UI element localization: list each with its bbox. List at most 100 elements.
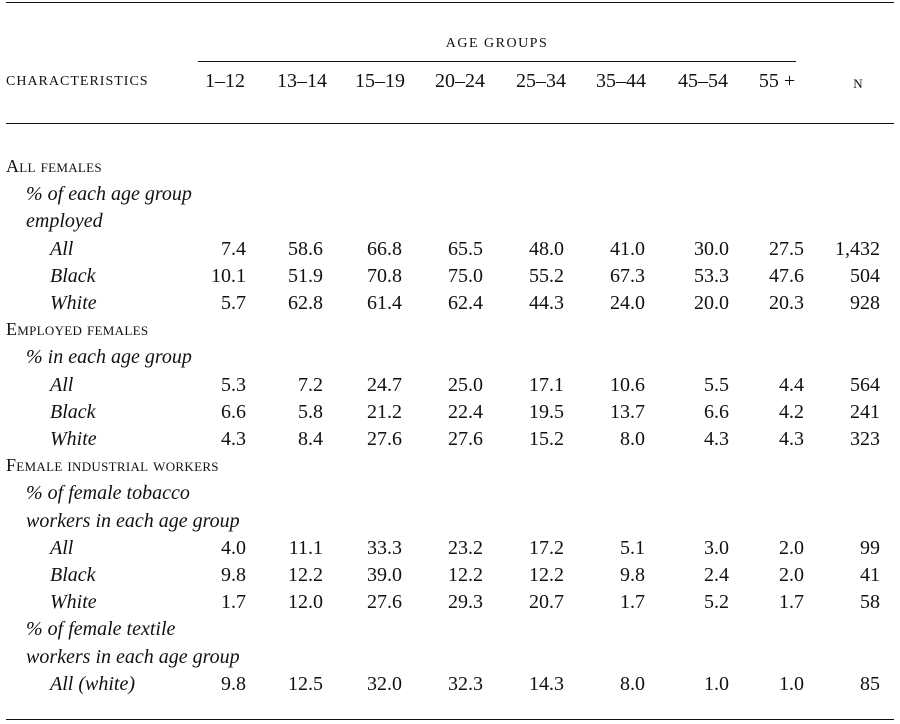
value-cell: 3.0 <box>704 536 729 559</box>
value-cell: 8.0 <box>620 672 645 695</box>
value-cell: 32.3 <box>448 672 483 695</box>
value-cell: 67.3 <box>610 264 645 287</box>
value-cell: 9.8 <box>620 564 645 586</box>
section-row: Employed females <box>0 319 900 346</box>
value-cell: 6.6 <box>221 400 246 423</box>
value-cell: 4.4 <box>779 373 804 396</box>
section-row: All females <box>0 156 900 183</box>
row-label: Black <box>50 264 96 287</box>
value-cell: 4.3 <box>221 428 246 450</box>
value-cell: 5.1 <box>620 536 645 559</box>
n-cell: 504 <box>850 264 880 287</box>
value-cell: 17.1 <box>529 373 564 396</box>
row-label: % of female textile <box>26 618 176 641</box>
row-label: employed <box>26 210 103 233</box>
n-cell: 928 <box>850 292 880 314</box>
column-header: 15–19 <box>355 70 405 92</box>
value-cell: 62.4 <box>448 292 483 314</box>
value-cell: 58.6 <box>288 237 323 260</box>
row-label: workers in each age group <box>26 509 240 532</box>
n-cell: 241 <box>850 400 880 423</box>
row-label: All <box>50 373 74 396</box>
value-cell: 29.3 <box>448 591 483 614</box>
value-cell: 17.2 <box>529 536 564 559</box>
value-cell: 20.7 <box>529 591 564 614</box>
column-header: 55 + <box>758 70 796 92</box>
table-row: All 4.0 11.1 33.3 23.2 17.2 5.1 3.0 2.0 99 <box>0 537 900 564</box>
subheading-row: % of female textile <box>0 618 900 645</box>
bottom-rule <box>6 719 894 720</box>
value-cell: 1.0 <box>704 672 729 695</box>
value-cell: 5.5 <box>704 373 729 396</box>
value-cell: 41.0 <box>610 237 645 260</box>
value-cell: 30.0 <box>694 237 729 260</box>
age-groups-title: AGE GROUPS <box>445 36 549 51</box>
subheading-row: workers in each age group <box>0 510 900 537</box>
value-cell: 33.3 <box>367 536 402 559</box>
value-cell: 61.4 <box>367 292 402 314</box>
table-row: White 5.7 62.8 61.4 62.4 44.3 24.0 20.0 20.3 928 <box>0 292 900 319</box>
value-cell: 12.0 <box>288 591 323 614</box>
value-cell: 48.0 <box>529 237 564 260</box>
value-cell: 25.0 <box>448 373 483 396</box>
header-rule <box>6 123 894 124</box>
n-cell: 1,432 <box>835 237 880 260</box>
value-cell: 62.8 <box>288 292 323 314</box>
subheading-row: % of each age group <box>0 183 900 210</box>
column-header: 35–44 <box>596 70 646 92</box>
value-cell: 14.3 <box>529 672 564 695</box>
top-rule <box>6 2 894 3</box>
value-cell: 23.2 <box>448 536 483 559</box>
value-cell: 8.4 <box>298 428 323 450</box>
row-label: Black <box>50 564 96 586</box>
value-cell: 27.5 <box>769 237 804 260</box>
value-cell: 1.7 <box>779 591 804 614</box>
value-cell: 55.2 <box>529 264 564 287</box>
value-cell: 21.2 <box>367 400 402 423</box>
age-groups-span-rule <box>198 61 796 62</box>
value-cell: 5.8 <box>298 400 323 423</box>
row-label: All <box>50 237 74 260</box>
value-cell: 32.0 <box>367 672 402 695</box>
column-header: 25–34 <box>516 70 566 92</box>
value-cell: 7.4 <box>221 237 246 260</box>
value-cell: 4.2 <box>779 400 804 423</box>
value-cell: 2.0 <box>779 536 804 559</box>
section-label: All females <box>6 156 102 176</box>
value-cell: 15.2 <box>529 428 564 450</box>
value-cell: 66.8 <box>367 237 402 260</box>
value-cell: 12.2 <box>288 564 323 586</box>
value-cell: 20.3 <box>769 292 804 314</box>
value-cell: 2.4 <box>704 564 729 586</box>
value-cell: 53.3 <box>694 264 729 287</box>
value-cell: 9.8 <box>221 564 246 586</box>
section-label: Employed females <box>6 319 149 340</box>
value-cell: 12.2 <box>448 564 483 586</box>
value-cell: 27.6 <box>367 591 402 614</box>
value-cell: 65.5 <box>448 237 483 260</box>
characteristics-header: CHARACTERISTICS <box>6 74 149 89</box>
value-cell: 27.6 <box>367 428 402 450</box>
subheading-row: % in each age group <box>0 346 900 373</box>
value-cell: 4.3 <box>704 428 729 450</box>
value-cell: 20.0 <box>694 292 729 314</box>
value-cell: 27.6 <box>448 428 483 450</box>
value-cell: 22.4 <box>448 400 483 423</box>
table-row: White 1.7 12.0 27.6 29.3 20.7 1.7 5.2 1.7 58 <box>0 591 900 618</box>
row-label: All <box>50 536 74 559</box>
value-cell: 11.1 <box>288 536 323 559</box>
value-cell: 5.7 <box>221 292 246 314</box>
subheading-row: % of female tobacco <box>0 482 900 509</box>
value-cell: 5.3 <box>221 373 246 396</box>
row-label: workers in each age group <box>26 645 240 668</box>
value-cell: 19.5 <box>529 400 564 423</box>
n-cell: 99 <box>860 536 880 559</box>
row-label: % of female tobacco <box>26 482 190 505</box>
value-cell: 47.6 <box>769 264 804 287</box>
n-cell: 323 <box>850 428 880 450</box>
value-cell: 12.2 <box>529 564 564 586</box>
subheading-row: workers in each age group <box>0 646 900 673</box>
value-cell: 75.0 <box>448 264 483 287</box>
value-cell: 5.2 <box>704 591 729 614</box>
value-cell: 8.0 <box>620 428 645 450</box>
